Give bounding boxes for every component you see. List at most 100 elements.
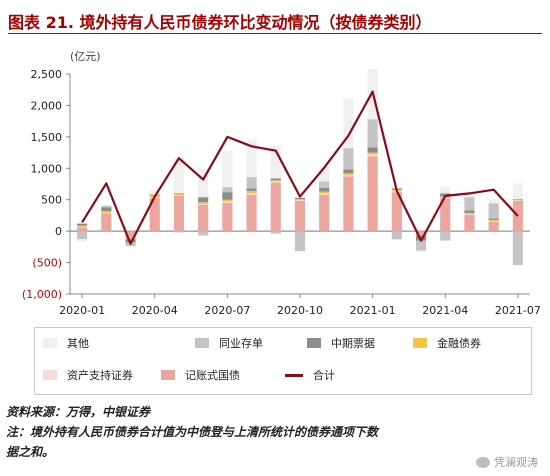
bar-segment-gov — [101, 213, 112, 232]
bar-segment-mtn — [270, 178, 281, 181]
bar-segment-gov — [367, 156, 378, 232]
wechat-icon — [476, 456, 490, 468]
note-text-line2: 据之和。 — [6, 445, 55, 459]
bar-segment-other — [101, 204, 112, 206]
bar-segment-mtn — [319, 187, 330, 192]
bar-segment-fin — [246, 190, 257, 194]
legend-swatch-ncd — [195, 338, 209, 348]
bar-segment-abs — [343, 175, 354, 177]
bar-segment-other — [512, 183, 523, 200]
bar-segment-abs — [367, 154, 378, 157]
bar-segment-gov — [198, 204, 209, 232]
y-tick-label: (1,000) — [22, 288, 62, 301]
y-tick-label: (500) — [32, 257, 62, 270]
legend-swatch-other — [43, 338, 57, 348]
bar-segment-mtn — [173, 193, 185, 195]
legend-item-ncd: 同业存单 — [195, 336, 263, 350]
title-bar: 图表 21. 境外持有人民币债券环比变动情况（按债券类别） — [8, 5, 542, 34]
y-tick-label: 1,500 — [31, 131, 63, 144]
bar-segment-ncd — [319, 181, 330, 188]
bar-segment-fin — [101, 211, 112, 213]
bar-segment-other — [270, 145, 281, 179]
bar-segment-ncd — [222, 187, 233, 193]
x-tick-label: 2020-01 — [59, 304, 105, 317]
legend-line-total — [285, 373, 303, 377]
bar-segment-fin — [173, 194, 185, 196]
bar-segment-ncd — [367, 119, 378, 148]
y-tick-label: 1,000 — [31, 162, 63, 175]
bar-segment-mtn — [464, 210, 475, 213]
y-tick-label: 0 — [55, 225, 62, 238]
bar-segment-mtn — [512, 199, 523, 200]
bar-segment-ncd — [173, 231, 185, 233]
bar-segment-gov — [294, 200, 306, 232]
bar-segment-fin — [415, 234, 427, 236]
bar-segment-mtn — [488, 218, 499, 220]
x-tick-label: 2020-10 — [277, 304, 323, 317]
bar-segment-gov — [222, 202, 233, 232]
bar-segment-abs — [270, 181, 281, 183]
bar-segment-fin — [270, 180, 281, 182]
bar-segment-other — [222, 151, 233, 188]
bar-segment-ncd — [270, 231, 281, 234]
legend-swatch-mtn — [307, 338, 321, 348]
x-tick-label: 2021-01 — [350, 304, 396, 317]
bar-segment-ncd — [294, 231, 306, 252]
bar-segment-ncd — [198, 231, 209, 236]
bar-segment-other — [125, 246, 136, 247]
bar-segment-abs — [488, 221, 499, 222]
bar-segment-fin — [77, 225, 88, 227]
legend-label-ncd: 同业存单 — [219, 337, 263, 350]
note-text-line1: 注：境外持有人民币债券合计值为中债登与上清所统计的债券通项下数 — [6, 425, 379, 439]
bar-segment-gov — [246, 194, 257, 232]
bar-segment-abs — [222, 201, 233, 203]
bar-segment-gov — [149, 197, 160, 232]
legend-label-other: 其他 — [67, 337, 89, 350]
bar-segment-abs — [101, 212, 112, 214]
legend-item-total: 合计 — [285, 368, 335, 382]
watermark: 凭澜观涛 — [476, 454, 538, 470]
bar-segment-ncd — [488, 203, 499, 219]
bar-segment-ncd — [101, 206, 112, 208]
x-tick-label: 2021-04 — [422, 304, 468, 317]
bar-segment-other — [77, 239, 88, 242]
bar-segment-gov — [440, 198, 451, 232]
bar-segment-ncd — [391, 231, 402, 240]
bar-segment-gov — [270, 182, 281, 232]
legend-label-gov: 记账式国债 — [185, 369, 240, 382]
bar-segment-fin — [222, 199, 233, 202]
bar-segment-fin — [343, 173, 354, 176]
legend-item-fin: 金融债券 — [413, 336, 481, 350]
chart-title: 图表 21. 境外持有人民币债券环比变动情况（按债券类别） — [8, 13, 432, 32]
bar-segment-ncd — [415, 240, 427, 251]
stacked-bar-chart: 2,500 2,000 1,500 1,000 500 0 (500) (1,000) 2020… — [22, 50, 541, 317]
y-tick-label: 2,500 — [31, 68, 63, 81]
bar-segment-fin — [294, 199, 306, 201]
legend-item-other: 其他 — [43, 336, 89, 350]
bar-segment-other — [198, 167, 209, 198]
bar-segment-gov — [319, 194, 330, 232]
bar-segment-fin — [464, 212, 475, 215]
bar-segment-abs — [512, 200, 523, 201]
bar-segment-mtn — [198, 197, 209, 203]
bar-segment-ncd — [464, 197, 475, 211]
bar-segment-gov — [125, 231, 136, 239]
bar-segment-other — [173, 158, 185, 194]
x-tick-label: 2020-07 — [204, 304, 250, 317]
chart-legend: 其他 同业存单 中期票据 金融债券 资产支持证券 记账式国债 合计 — [34, 327, 532, 395]
bar-segment-mtn — [77, 223, 88, 226]
bar-segment-fin — [319, 191, 330, 194]
bar-segment-ncd — [246, 177, 257, 189]
bar-segment-fin — [488, 219, 499, 222]
bar-segment-fin — [198, 202, 209, 205]
legend-swatch-gov — [161, 370, 175, 380]
legend-item-abs: 资产支持证券 — [43, 368, 133, 382]
legend-label-total: 合计 — [313, 369, 335, 382]
bar-segment-ncd — [512, 231, 523, 266]
bar-segment-other — [415, 250, 427, 253]
bar-segment-other — [488, 198, 499, 204]
total-line — [81, 90, 519, 245]
chart-bars — [77, 68, 523, 266]
bar-segment-other — [464, 194, 475, 198]
bar-segment-other — [343, 98, 354, 149]
